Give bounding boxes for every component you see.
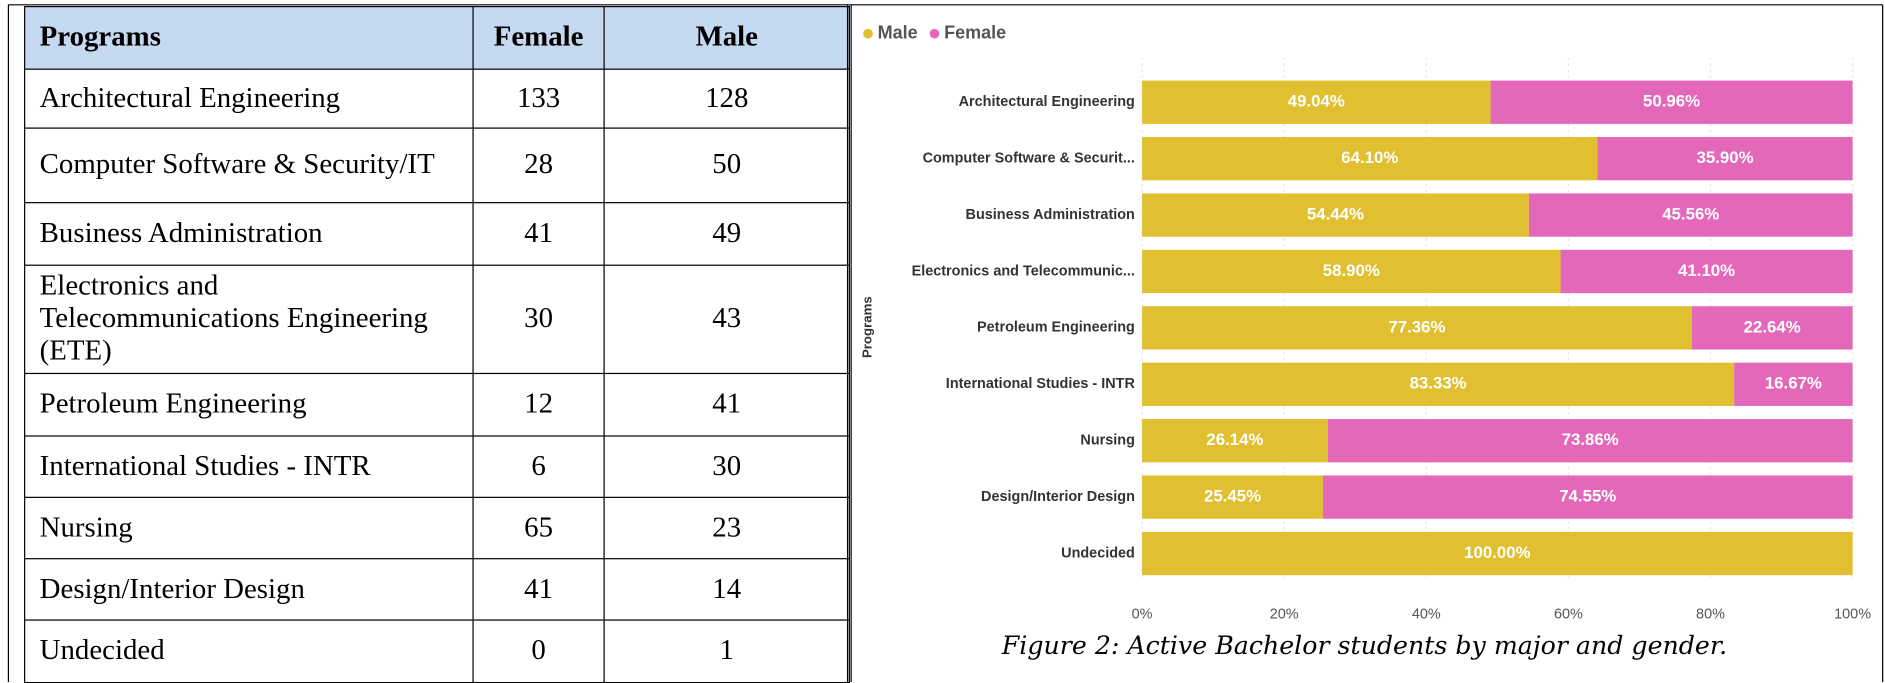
table-cell: Business Administration bbox=[24, 202, 474, 266]
bar-segment bbox=[1597, 136, 1853, 181]
bar-segment bbox=[1734, 362, 1853, 406]
header-cell: Male bbox=[603, 6, 850, 70]
data-label: 49.04% bbox=[1288, 92, 1345, 111]
table-cell: 65 bbox=[472, 496, 605, 560]
table-row: Petroleum Engineering 12 41 bbox=[24, 372, 850, 437]
table-cell: 30 bbox=[472, 264, 605, 375]
bar-segment bbox=[1142, 362, 1735, 406]
legend-marker bbox=[929, 28, 940, 39]
legend-marker bbox=[863, 28, 873, 39]
x-tick-label: 80% bbox=[1696, 606, 1725, 622]
data-label: 77.36% bbox=[1388, 317, 1445, 336]
legend-label: Male bbox=[878, 22, 918, 42]
bar-segment bbox=[1560, 249, 1853, 294]
bar-segment bbox=[1142, 419, 1328, 463]
data-label: 22.64% bbox=[1744, 317, 1801, 336]
bar-segment bbox=[1142, 136, 1598, 181]
bar-segment bbox=[1327, 419, 1853, 463]
data-label: 50.96% bbox=[1643, 92, 1700, 111]
bar-segment bbox=[1142, 531, 1853, 576]
legend-label: Female bbox=[944, 22, 1006, 42]
table-cell: Electronics and Telecommunications Engin… bbox=[24, 264, 474, 375]
data-label: 64.10% bbox=[1341, 148, 1398, 167]
bar-segment bbox=[1490, 80, 1853, 124]
table-cell: 128 bbox=[603, 68, 850, 129]
data-label: 100.00% bbox=[1464, 543, 1530, 562]
bar-segment bbox=[1142, 475, 1323, 519]
data-label: 25.45% bbox=[1204, 487, 1261, 506]
y-tick-label: Architectural Engineering bbox=[959, 94, 1135, 110]
table-cell: 43 bbox=[603, 264, 850, 375]
data-label: 58.90% bbox=[1323, 261, 1380, 280]
y-tick-label: Design/Interior Design bbox=[981, 489, 1135, 505]
x-tick-label: 100% bbox=[1834, 606, 1871, 622]
table-cell: Architectural Engineering bbox=[24, 68, 474, 129]
table-row: Undecided 0 1 bbox=[24, 619, 850, 683]
table-cell: 50 bbox=[603, 127, 850, 204]
data-table: Programs Female Male Architectural Engin… bbox=[24, 6, 850, 683]
data-label: 16.67% bbox=[1765, 374, 1822, 393]
table-cell: 23 bbox=[603, 496, 850, 560]
table-cell: 12 bbox=[472, 372, 605, 437]
table-row: Design/Interior Design 41 14 bbox=[24, 558, 850, 621]
bar-segment bbox=[1322, 475, 1853, 519]
table-row: Architectural Engineering 133 128 bbox=[24, 68, 850, 129]
bar-segment bbox=[1528, 193, 1853, 237]
table-cell: Undecided bbox=[24, 619, 474, 683]
bar-segment bbox=[1691, 306, 1853, 350]
y-tick-label: Nursing bbox=[1080, 433, 1134, 449]
table-cell: 6 bbox=[472, 435, 605, 498]
table-cell: 49 bbox=[603, 202, 850, 266]
header-row: Programs Female Male bbox=[24, 6, 850, 70]
data-label: 73.86% bbox=[1562, 430, 1619, 449]
table-cell: 133 bbox=[472, 68, 605, 129]
bar-segment bbox=[1142, 306, 1692, 350]
data-label: 41.10% bbox=[1678, 261, 1735, 280]
caption: Figure 2: Active Bachelor students by ma… bbox=[1001, 631, 1727, 660]
bar-segment bbox=[1142, 249, 1561, 294]
x-tick-label: 0% bbox=[1132, 606, 1153, 622]
data-label: 54.44% bbox=[1307, 205, 1364, 224]
table-cell: Petroleum Engineering bbox=[24, 372, 474, 437]
table-cell: Design/Interior Design bbox=[24, 558, 474, 621]
table-cell: Nursing bbox=[24, 496, 474, 560]
y-tick-label: Computer Software & Securit... bbox=[923, 150, 1135, 166]
table-cell: Computer Software & Security/IT bbox=[24, 127, 474, 204]
table-row: Nursing 65 23 bbox=[24, 496, 850, 560]
header-cell: Female bbox=[472, 6, 605, 70]
table-row: Electronics and Telecommunications Engin… bbox=[24, 264, 850, 375]
y-tick-label: Business Administration bbox=[966, 207, 1135, 223]
header-cell: Programs bbox=[24, 6, 474, 70]
x-tick-label: 40% bbox=[1412, 606, 1441, 622]
y-tick-label: Electronics and Telecommunic... bbox=[912, 263, 1135, 279]
axis-label: Programs bbox=[859, 296, 874, 358]
x-tick-label: 20% bbox=[1270, 606, 1299, 622]
table-cell: 30 bbox=[603, 435, 850, 498]
bar-segment bbox=[1142, 193, 1529, 237]
data-label: 45.56% bbox=[1662, 205, 1719, 224]
y-tick-label: Petroleum Engineering bbox=[977, 320, 1135, 336]
x-tick-label: 60% bbox=[1554, 606, 1583, 622]
data-label: 26.14% bbox=[1206, 430, 1263, 449]
table-cell: 41 bbox=[472, 558, 605, 621]
table-row: Computer Software & Security/IT 28 50 bbox=[24, 127, 850, 204]
bar-segment bbox=[1142, 80, 1491, 124]
y-tick-label: International Studies - INTR bbox=[946, 376, 1136, 392]
table-cell: 41 bbox=[472, 202, 605, 266]
data-label: 83.33% bbox=[1410, 374, 1467, 393]
table-row: Business Administration 41 49 bbox=[24, 202, 850, 266]
y-tick-label: Undecided bbox=[1061, 545, 1135, 561]
data-label: 35.90% bbox=[1697, 148, 1754, 167]
data-label: 74.55% bbox=[1559, 487, 1616, 506]
